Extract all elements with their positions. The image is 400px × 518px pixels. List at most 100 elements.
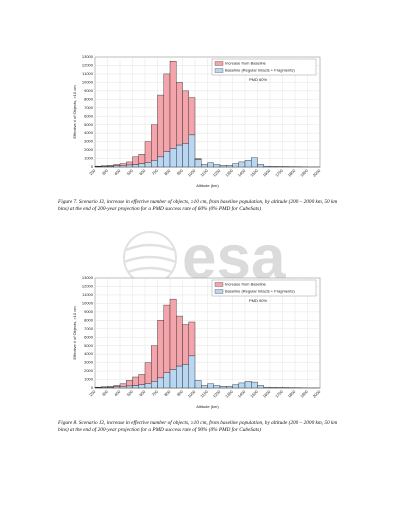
bar-segment: [251, 381, 258, 389]
bar-segment: [138, 374, 146, 385]
x-axis-label: Altitude (km): [196, 404, 219, 409]
chart: 0 1000 2000 3000 4000 5000 6000 7000 8000 9000 100…: [72, 54, 322, 188]
x-tick-label: 1200: [212, 388, 222, 398]
bar-segment: [144, 383, 152, 389]
x-tick-label: 200: [88, 388, 97, 397]
y-tick-label: 11000: [82, 292, 94, 297]
legend-label: Baseline (Regular Intacts + Fragments): [225, 289, 295, 294]
y-tick-label: 0: [91, 385, 94, 390]
legend-box: [211, 58, 317, 76]
y-tick-label: 10000: [82, 300, 94, 305]
bar-segment: [163, 304, 171, 373]
bar-segment: [126, 161, 133, 166]
bar-segment: [269, 387, 277, 389]
bar-segment: [194, 158, 202, 160]
bar-segment: [107, 386, 114, 388]
bar-segment: [163, 73, 171, 152]
x-tick-label: 700: [151, 167, 160, 176]
y-tick-label: 11000: [82, 71, 94, 76]
bar-segment: [151, 381, 158, 389]
y-tick-label: 8000: [84, 317, 94, 322]
y-axis-label: Effective # of Objects, >10 cm: [72, 306, 77, 360]
x-tick-label: 500: [126, 167, 135, 176]
x-tick-label: 1400: [237, 388, 247, 398]
bar-segment: [169, 148, 177, 168]
bar-segment: [232, 163, 239, 168]
bar-segment: [207, 383, 214, 389]
x-tick-label: 1600: [262, 167, 272, 177]
bar-segment: [257, 164, 264, 168]
bar-segment: [238, 382, 246, 389]
bar-segment: [207, 162, 214, 168]
bar-segment: [194, 380, 202, 389]
y-tick-label: 4000: [84, 130, 94, 135]
bar-segment: [169, 61, 177, 149]
bar-segment: [176, 365, 183, 389]
bar-segment: [226, 165, 233, 168]
legend-swatch: [214, 282, 224, 287]
x-tick-label: 2000: [312, 388, 322, 398]
y-tick-label: 7000: [84, 326, 94, 331]
bar-segment: [176, 315, 183, 367]
x-tick-label: 300: [101, 388, 110, 397]
bar-segment: [219, 165, 227, 168]
y-tick-label: 9000: [84, 88, 94, 93]
bar-segment: [188, 134, 196, 168]
bar-segment: [119, 383, 127, 387]
y-tick-label: 7000: [84, 105, 94, 110]
bar-segment: [213, 385, 221, 389]
bar-segment: [132, 164, 139, 168]
legend-swatch: [214, 61, 224, 66]
y-tick-label: 9000: [84, 309, 94, 314]
bar-segment: [182, 324, 189, 365]
bar-segment: [182, 90, 189, 144]
bar-segment: [232, 384, 239, 389]
bar-segment: [176, 144, 183, 168]
globe-lines: [123, 243, 177, 274]
bar-segment: [157, 94, 164, 158]
bar-segment: [151, 345, 158, 382]
x-tick-label: 900: [176, 388, 185, 397]
bar-segment: [169, 298, 177, 370]
x-tick-label: 1200: [212, 167, 222, 177]
x-tick-label: 1700: [274, 388, 284, 398]
x-tick-label: 1100: [199, 167, 209, 177]
y-tick-label: 5000: [84, 343, 94, 348]
x-tick-label: 500: [126, 388, 135, 397]
annotation: PMD 90%: [249, 298, 267, 303]
x-tick-label: 1500: [249, 388, 259, 398]
y-tick-label: 2000: [84, 147, 94, 152]
x-tick-label: 1800: [287, 388, 297, 398]
bar-segment: [276, 387, 283, 389]
annotation: PMD 60%: [249, 77, 267, 82]
bar-segment: [132, 156, 139, 165]
bar-segment: [219, 386, 227, 389]
bar-segment: [144, 362, 152, 384]
y-tick-label: 13000: [82, 275, 94, 280]
legend-label: Baseline (Regular Intacts + Fragments): [225, 68, 295, 73]
x-tick-label: 900: [176, 167, 185, 176]
y-axis-label: Effective # of Objects, >10 cm: [72, 85, 77, 139]
legend-label: Increase from Baseline: [225, 282, 267, 287]
bar-segment: [188, 97, 196, 136]
bar-segment: [126, 385, 133, 389]
bar-segment: [201, 164, 208, 168]
bar-segment: [132, 376, 139, 386]
y-tick-label: 3000: [84, 360, 94, 365]
bar-segment: [163, 372, 171, 389]
bar-segment: [151, 124, 158, 161]
bar-segment: [163, 151, 171, 168]
caption: Figure 8. Scenario J2, increase in effec…: [58, 420, 338, 433]
bar-segment: [182, 364, 189, 389]
bar-segment: [188, 355, 196, 389]
bar-segment: [157, 320, 164, 379]
bar-segment: [119, 386, 127, 389]
x-tick-label: 1500: [249, 167, 259, 177]
bar-segment: [126, 380, 133, 387]
bar-segment: [107, 165, 114, 167]
bar-segment: [244, 381, 252, 389]
y-tick-label: 13000: [82, 54, 94, 59]
x-axis-label: Altitude (km): [196, 183, 219, 188]
x-tick-label: 700: [151, 388, 160, 397]
